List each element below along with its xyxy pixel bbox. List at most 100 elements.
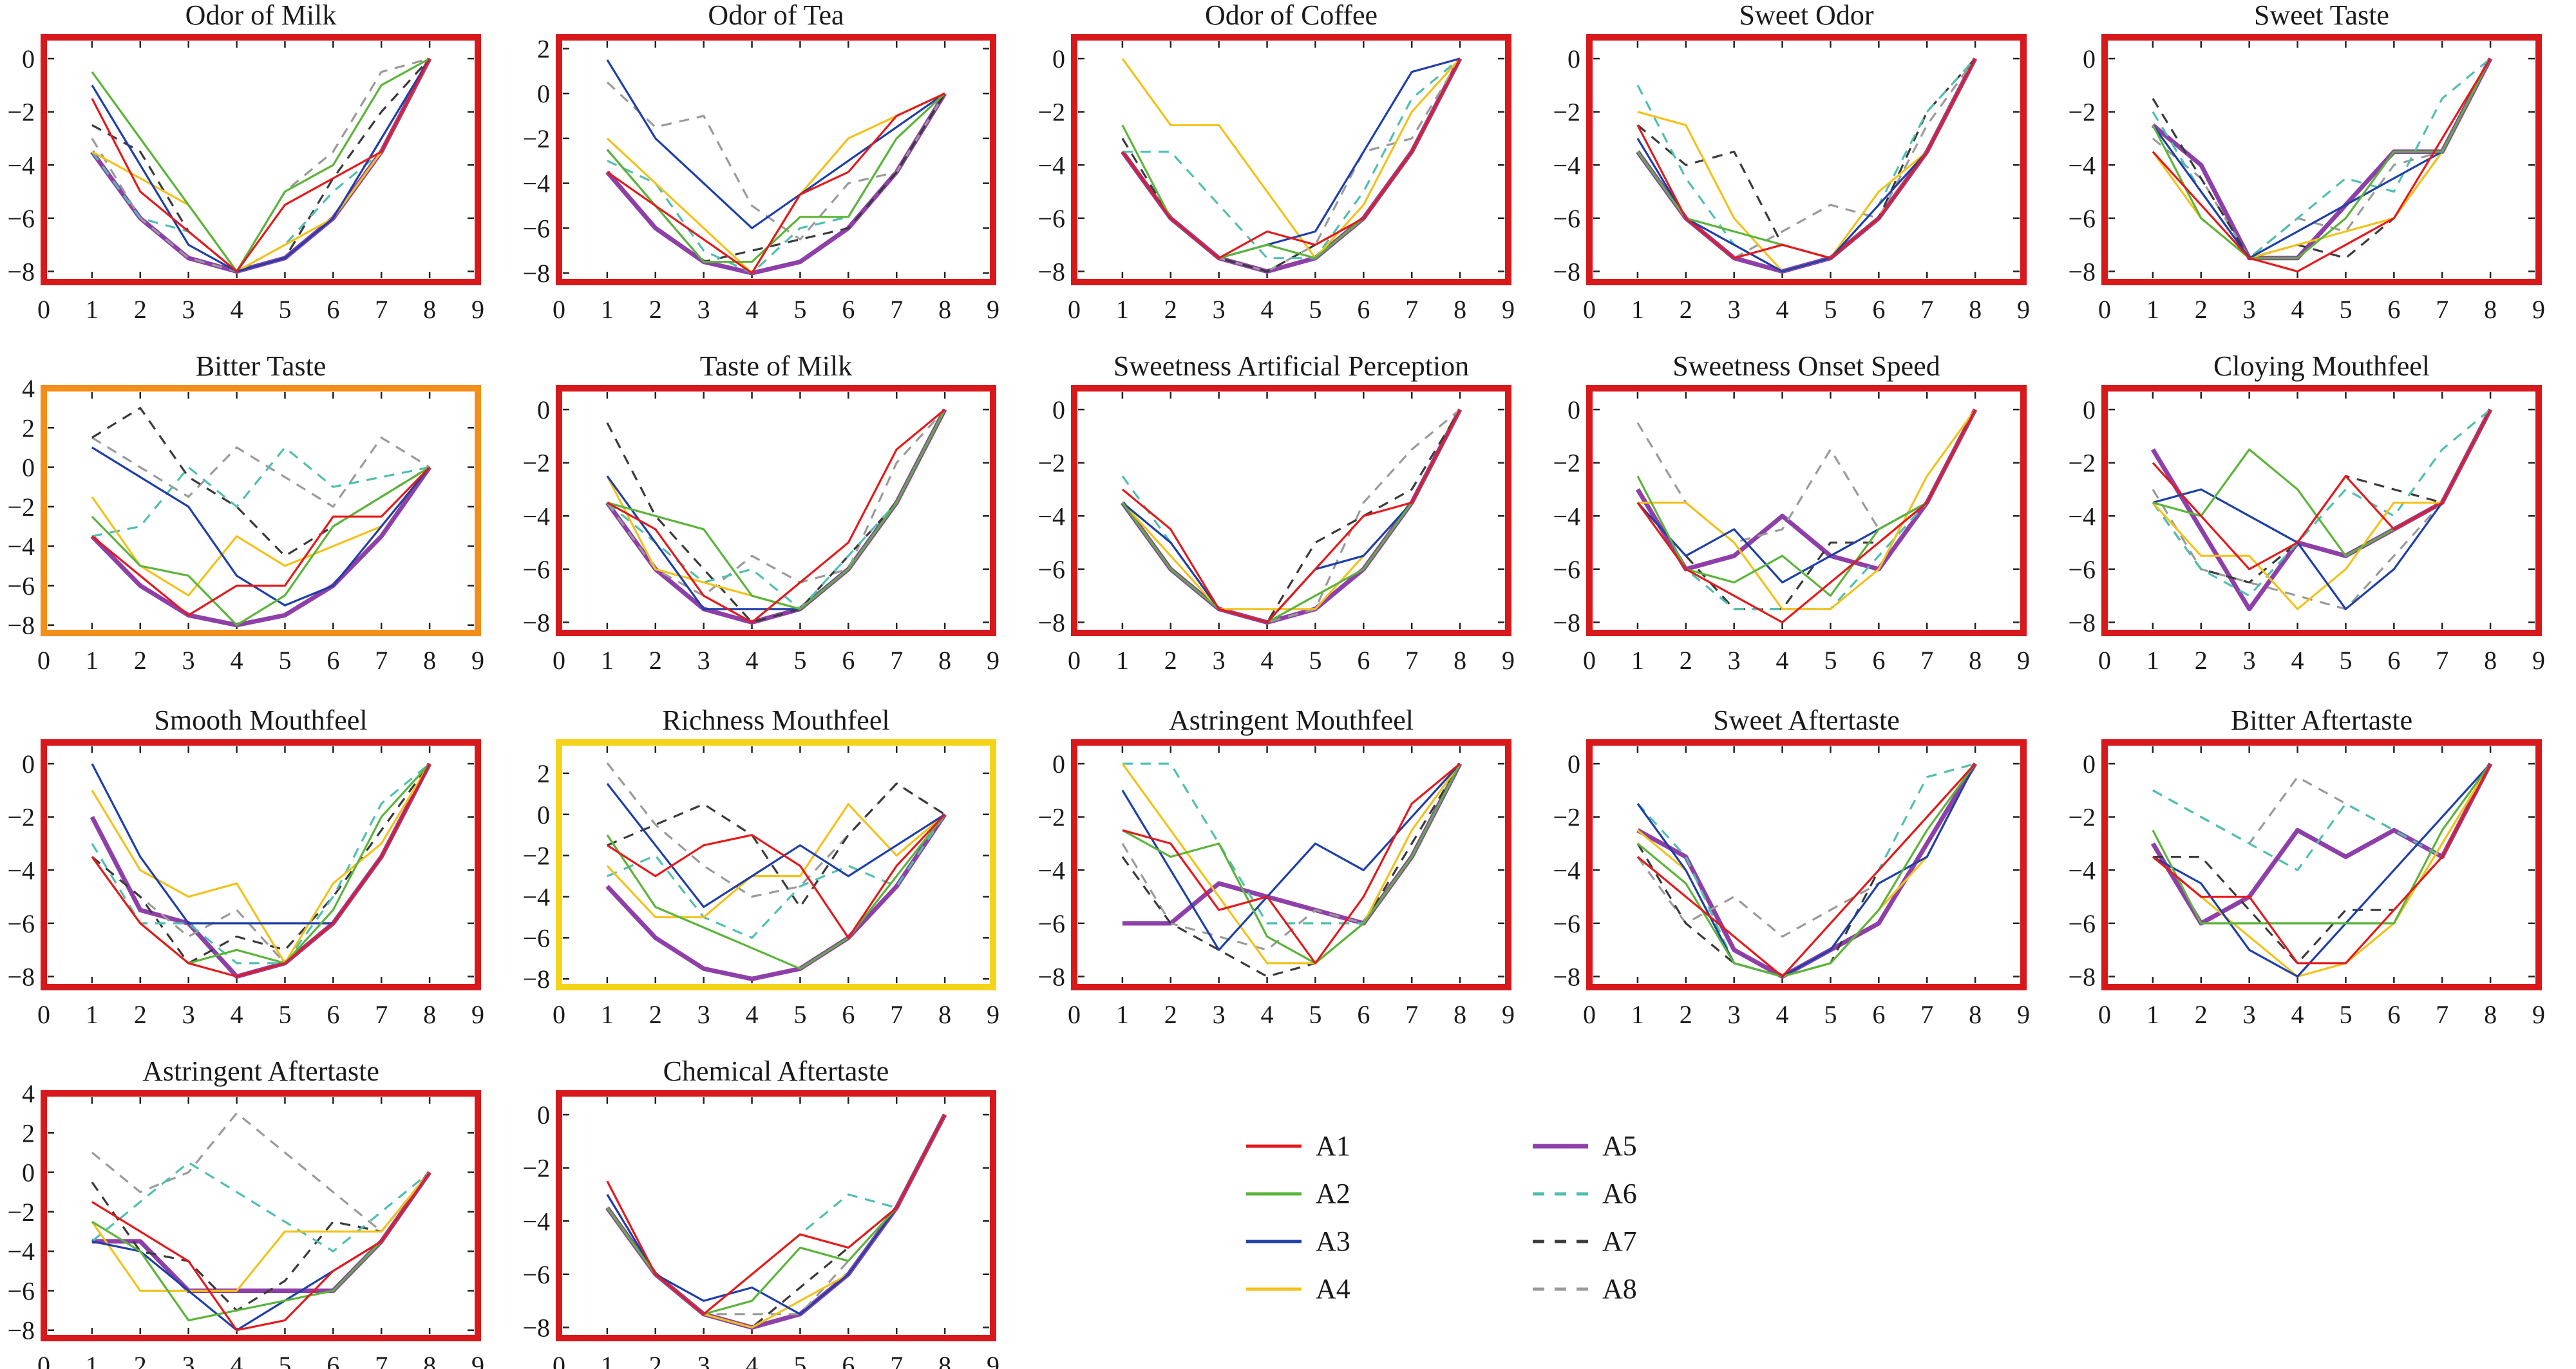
x-tick-label: 3 <box>1213 646 1226 675</box>
y-tick-label: −8 <box>1553 608 1580 637</box>
x-tick-label: 8 <box>1969 1000 1982 1029</box>
series-line-a1 <box>1636 762 1976 978</box>
x-tick-label: 2 <box>2195 646 2208 675</box>
series-line-a6 <box>1122 57 1461 260</box>
series-line-a2 <box>606 93 946 263</box>
x-tick-label: 5 <box>793 1351 806 1369</box>
y-tick-label: −6 <box>1553 909 1580 938</box>
x-tick-label: 1 <box>2146 646 2159 675</box>
series-line-a4 <box>1637 409 1976 610</box>
x-tick-label: 6 <box>1357 646 1370 675</box>
panel-title: Astringent Mouthfeel <box>1169 704 1414 736</box>
series-line-a8 <box>2152 409 2492 610</box>
x-tick-label: 6 <box>327 295 339 324</box>
x-tick-label: 5 <box>278 295 291 324</box>
x-tick-label: 5 <box>1824 646 1837 675</box>
x-tick-label: 0 <box>37 295 50 324</box>
x-tick-label: 2 <box>1164 1000 1177 1029</box>
y-tick-label: −8 <box>7 1316 35 1345</box>
series-line-a1 <box>1636 409 1976 624</box>
x-tick-label: 6 <box>842 1000 855 1029</box>
x-tick-label: 8 <box>1969 646 1982 675</box>
y-tick-label: 0 <box>22 453 35 482</box>
legend-item-a1: A1 <box>1246 1130 1350 1162</box>
legend-item-a2: A2 <box>1246 1178 1350 1209</box>
y-tick-label: 0 <box>2083 750 2096 779</box>
plot-area <box>559 742 993 987</box>
x-tick-label: 1 <box>86 646 99 675</box>
x-tick-label: 7 <box>1920 1000 1933 1029</box>
x-tick-label: 8 <box>423 295 436 324</box>
x-tick-label: 1 <box>86 1000 99 1029</box>
x-tick-label: 4 <box>1261 646 1274 675</box>
series-line-a1 <box>91 1171 431 1332</box>
y-tick-label: −2 <box>2068 98 2096 127</box>
legend-label: A2 <box>1316 1178 1350 1209</box>
x-tick-label: 0 <box>1583 295 1596 324</box>
y-tick-label: −4 <box>7 151 35 180</box>
x-tick-label: 7 <box>2436 646 2448 675</box>
series-line-a7 <box>2152 763 2492 965</box>
x-tick-label: 1 <box>1631 295 1644 324</box>
y-tick-label: −4 <box>522 1207 550 1236</box>
x-tick-label: 2 <box>649 646 662 675</box>
panel-title: Cloying Mouthfeel <box>2213 350 2430 382</box>
y-tick-label: −2 <box>1037 803 1065 832</box>
y-tick-label: 0 <box>22 44 35 73</box>
x-tick-label: 8 <box>423 1351 436 1369</box>
x-tick-label: 8 <box>938 295 951 324</box>
y-tick-label: 4 <box>22 374 35 403</box>
y-tick-label: −6 <box>1037 555 1065 584</box>
x-tick-label: 6 <box>1357 1000 1370 1029</box>
plot-area <box>1589 388 2023 633</box>
series-line-a1 <box>1636 58 1976 260</box>
y-tick-label: −6 <box>7 909 35 938</box>
series-line-a6 <box>606 1114 946 1316</box>
panel-frame-red <box>1071 385 1511 636</box>
y-tick-label: −8 <box>1037 257 1065 286</box>
x-tick-label: 3 <box>2243 295 2256 324</box>
y-tick-label: 0 <box>537 79 550 108</box>
y-tick-label: −4 <box>7 532 35 561</box>
y-tick-label: −4 <box>2068 502 2096 531</box>
y-tick-label: 2 <box>537 34 550 63</box>
y-tick-label: 0 <box>2083 44 2096 73</box>
y-tick-label: −6 <box>522 923 550 952</box>
x-tick-label: 4 <box>231 1351 243 1369</box>
y-tick-label: −8 <box>522 965 550 994</box>
x-tick-label: 4 <box>2291 1000 2304 1029</box>
x-tick-label: 3 <box>2243 646 2256 675</box>
panel-title: Sweet Taste <box>2254 0 2389 31</box>
y-tick-label: 0 <box>537 1100 550 1129</box>
series-line-a6 <box>2152 408 2492 597</box>
x-tick-label: 2 <box>134 1000 147 1029</box>
series-line-a4 <box>91 1171 431 1292</box>
panel-title: Chemical Aftertaste <box>663 1055 889 1087</box>
series-line-a4 <box>1121 57 1461 260</box>
x-tick-label: 8 <box>938 1000 951 1029</box>
panel-frame-red <box>41 739 481 990</box>
x-tick-label: 1 <box>1116 1000 1129 1029</box>
x-tick-label: 2 <box>1680 1000 1692 1029</box>
y-tick-label: −4 <box>522 882 550 911</box>
panel-frame-red <box>2101 385 2542 636</box>
x-tick-label: 2 <box>134 646 147 675</box>
y-tick-label: −6 <box>7 1276 35 1305</box>
panel-title: Taste of Milk <box>700 350 852 382</box>
series-line-a4 <box>1121 763 1461 965</box>
panel-title: Richness Mouthfeel <box>662 704 889 736</box>
series-line-a7 <box>91 763 431 965</box>
series-line-a4 <box>91 466 431 597</box>
series-line-a1 <box>607 408 946 624</box>
x-tick-label: 3 <box>182 1351 195 1369</box>
series-line-a4 <box>2152 763 2492 978</box>
y-tick-label: −6 <box>7 204 35 233</box>
y-tick-label: −8 <box>7 962 35 991</box>
y-tick-label: −6 <box>522 555 550 584</box>
